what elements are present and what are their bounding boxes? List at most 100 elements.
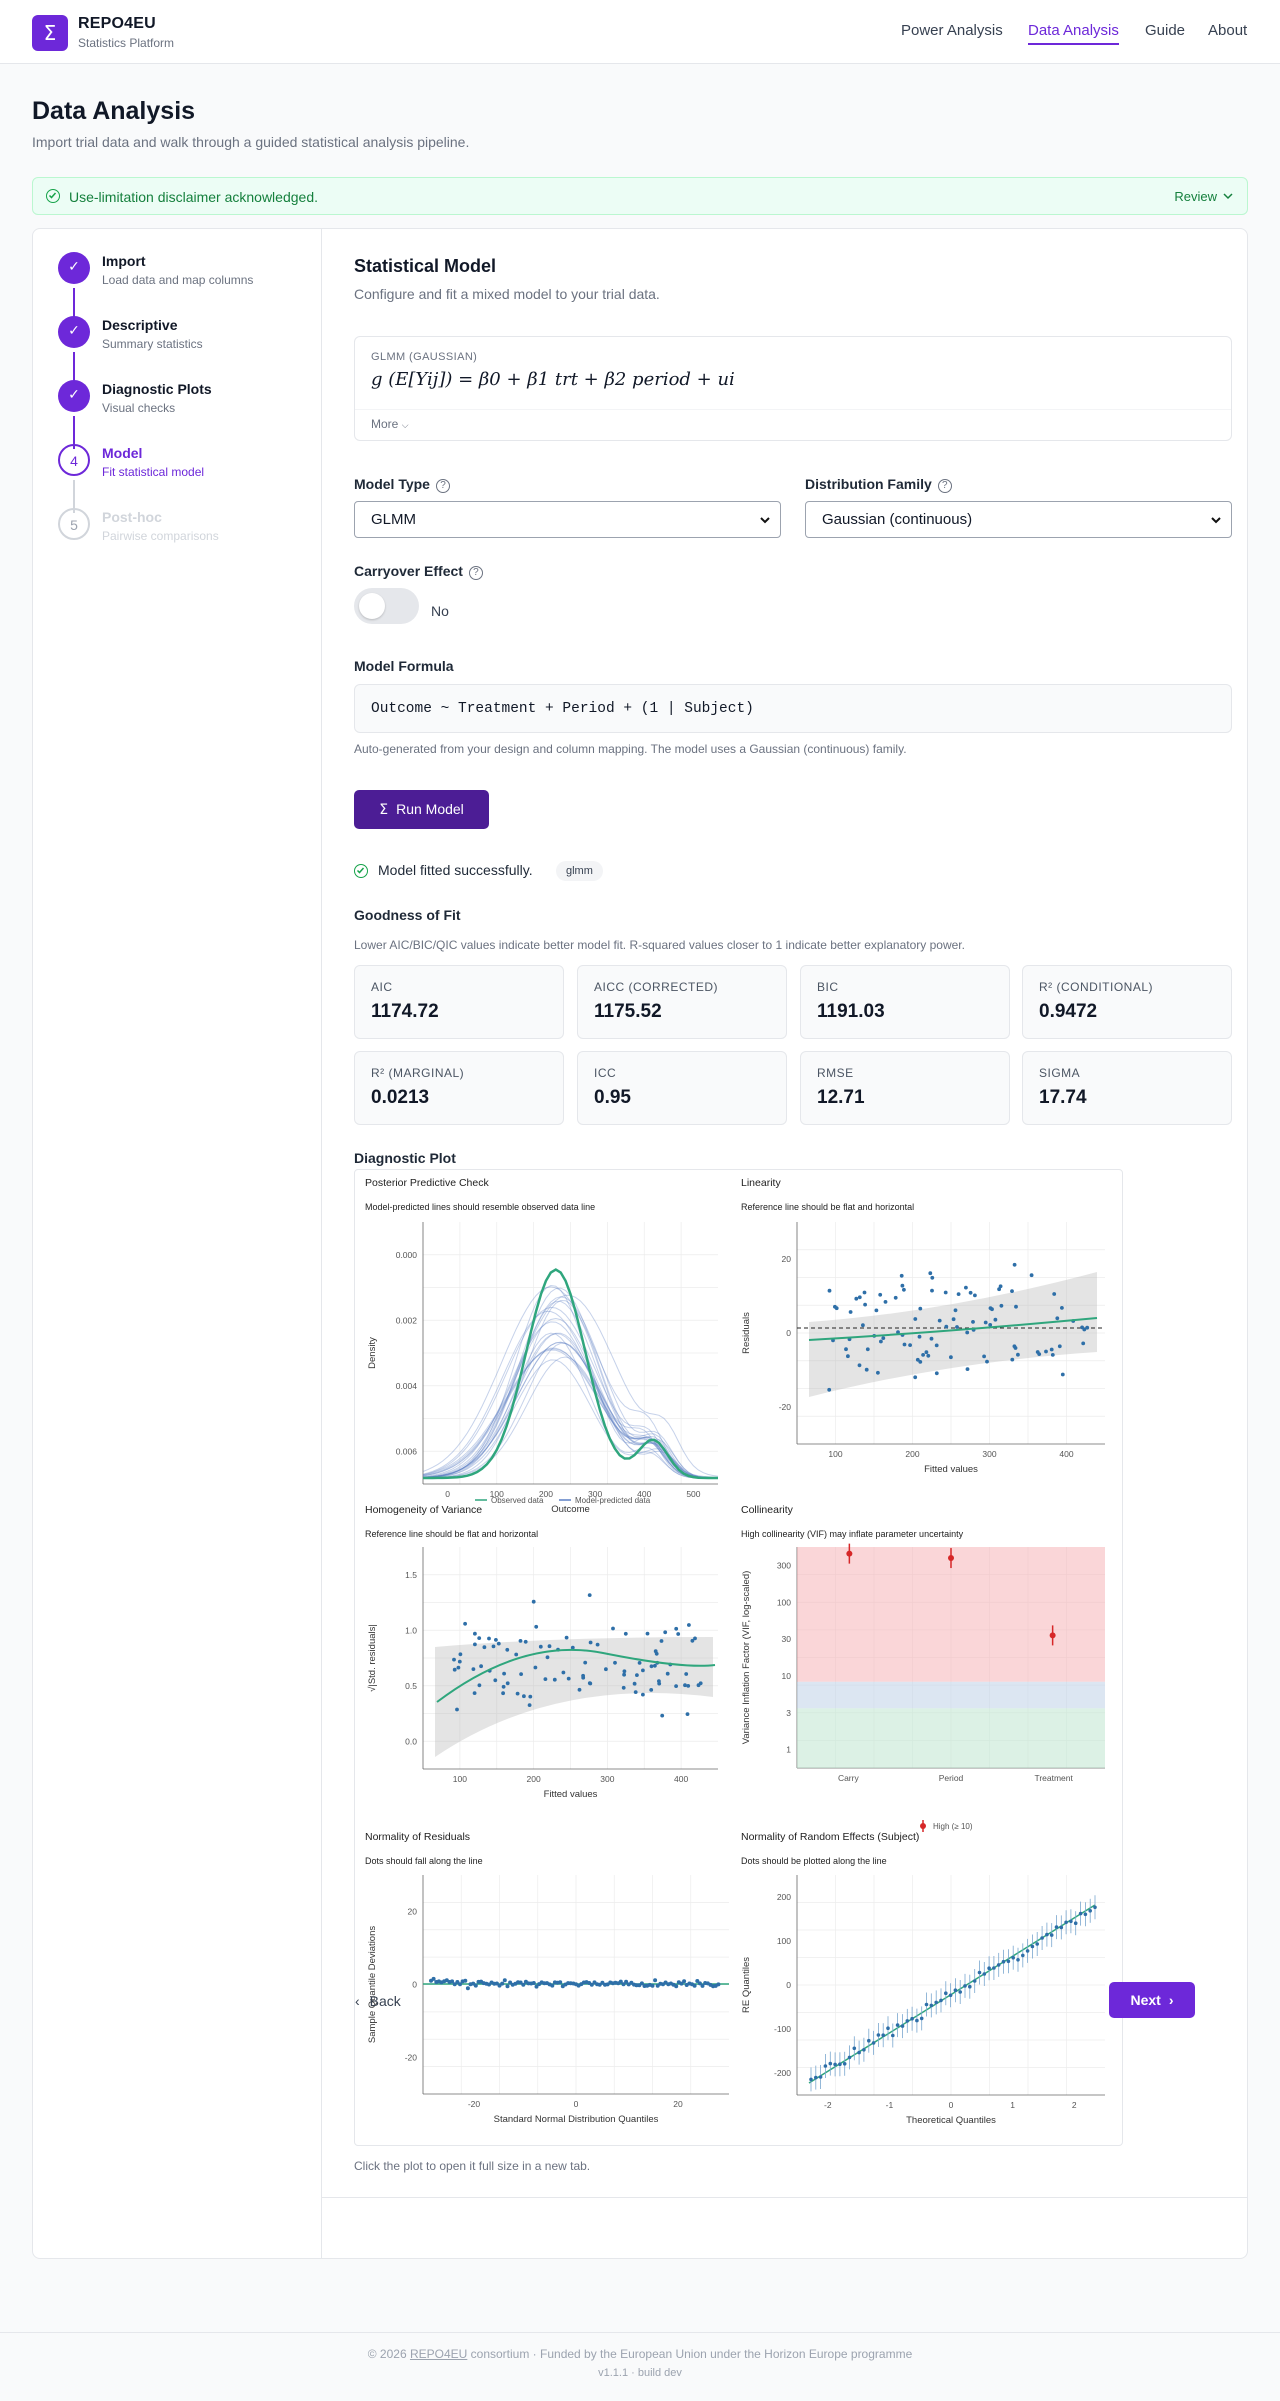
re-point <box>867 2038 871 2043</box>
residual-point <box>505 1681 510 1686</box>
residual-point <box>827 1387 832 1392</box>
density-line <box>422 1359 718 1479</box>
residual-point <box>915 1357 920 1362</box>
more-toggle[interactable]: More ⌵ <box>371 417 409 431</box>
residual-point <box>683 1683 687 1688</box>
moderate-vif-zone <box>797 1681 1105 1709</box>
model-type-select[interactable]: GLMM <box>354 501 781 538</box>
loess-line <box>808 1317 1098 1341</box>
re-point <box>862 2048 866 2052</box>
residual-point <box>953 1308 958 1313</box>
step-model[interactable]: 4 Model Fit statistical model <box>58 444 308 494</box>
carryover-toggle[interactable] <box>354 588 419 624</box>
step-diagnostic-plots[interactable]: ✓ Diagnostic Plots Visual checks <box>58 380 308 430</box>
residual-point <box>611 1626 615 1631</box>
re-point <box>939 1998 943 2003</box>
re-point <box>929 2003 934 2008</box>
step-title: Diagnostic Plots <box>102 381 212 397</box>
nav-power-analysis[interactable]: Power Analysis <box>901 22 1003 39</box>
re-point <box>915 2018 919 2023</box>
x-tick-label: 300 <box>982 1449 996 1459</box>
residual-point <box>518 1639 523 1643</box>
re-point <box>1021 1953 1025 1958</box>
x-axis-label: Standard Normal Distribution Quantiles <box>494 2114 659 2125</box>
x-tick-label: 400 <box>637 1489 651 1499</box>
qq-point <box>674 1984 679 1989</box>
x-tick-label: 100 <box>453 1774 467 1784</box>
re-point <box>924 2002 929 2007</box>
qq-point <box>558 1980 563 1985</box>
residual-point <box>696 1683 701 1688</box>
help-icon[interactable]: ? <box>937 479 952 493</box>
residual-point <box>998 1284 1003 1289</box>
re-point <box>1073 1921 1078 1925</box>
nav-about[interactable]: About <box>1208 22 1248 39</box>
residual-point <box>900 1283 905 1288</box>
residual-point <box>983 1320 988 1325</box>
y-tick-label: -20 <box>405 2053 418 2063</box>
toggle-knob <box>359 593 385 619</box>
residual-point <box>641 1692 645 1697</box>
y-tick-label: 100 <box>777 1936 791 1946</box>
residual-point <box>928 1271 933 1276</box>
residual-point <box>479 1664 483 1669</box>
metric-label: AIC <box>371 980 393 994</box>
panel-subtitle: High collinearity (VIF) may inflate para… <box>741 1529 964 1539</box>
high-vif-zone <box>797 1547 1105 1682</box>
help-icon[interactable]: ? <box>468 566 483 580</box>
family-value: Gaussian (continuous) <box>822 511 973 528</box>
qq-point <box>502 1978 507 1983</box>
step-descriptive[interactable]: ✓ Descriptive Summary statistics <box>58 316 308 366</box>
x-axis-label: Fitted values <box>924 1464 978 1475</box>
density-line <box>422 1284 718 1479</box>
residual-point <box>663 1630 668 1635</box>
residual-point <box>918 1360 923 1364</box>
section-subtitle: Configure and fit a mixed model to your … <box>354 286 660 302</box>
residual-point <box>857 1363 862 1368</box>
residual-point <box>949 1355 953 1360</box>
diagnostic-plot-image[interactable]: Posterior Predictive Check Model-predicte… <box>354 1169 1123 2146</box>
nav-data-analysis[interactable]: Data Analysis <box>1028 22 1119 45</box>
step-connector <box>73 288 75 321</box>
residual-point <box>577 1687 582 1692</box>
residual-point <box>456 1665 461 1670</box>
residual-point <box>604 1667 608 1672</box>
footer-link[interactable]: REPO4EU <box>409 2347 468 2361</box>
help-icon[interactable]: ? <box>435 479 450 493</box>
vif-point <box>948 1555 954 1562</box>
next-button[interactable]: Next › <box>1109 1982 1195 2018</box>
residual-point <box>1010 1289 1014 1293</box>
residual-point <box>1049 1347 1054 1352</box>
formula-code[interactable]: Outcome ~ Treatment + Period + (1 | Subj… <box>354 684 1232 733</box>
nav-guide[interactable]: Guide <box>1145 22 1186 39</box>
qq-point <box>521 1982 526 1987</box>
qq-point <box>621 1982 626 1987</box>
residual-point <box>595 1642 600 1647</box>
re-point <box>1054 1925 1059 1929</box>
metric-aicc: AICC (CORRECTED) 1175.52 <box>577 965 787 1039</box>
family-select[interactable]: Gaussian (continuous) <box>805 501 1232 538</box>
back-button[interactable]: ‹ Back <box>355 1993 401 2009</box>
brand-name[interactable]: REPO4EU <box>78 15 156 32</box>
review-button[interactable]: Review <box>1174 189 1233 204</box>
re-point <box>963 1984 967 1988</box>
y-tick-label: -200 <box>774 2068 791 2078</box>
run-model-button[interactable]: Σ Run Model <box>354 790 489 829</box>
step-import[interactable]: ✓ Import Load data and map columns <box>58 252 308 302</box>
re-point <box>953 1988 958 1992</box>
residual-point <box>632 1681 637 1686</box>
residual-point <box>917 1334 922 1339</box>
logo-sigma-icon[interactable]: Σ <box>32 15 68 51</box>
panel-subtitle: Model-predicted lines should resemble ob… <box>365 1202 595 1212</box>
re-point <box>895 2023 900 2027</box>
residual-point <box>653 1663 657 1668</box>
re-point <box>814 2075 818 2080</box>
residual-point <box>964 1285 968 1290</box>
re-point <box>977 1970 982 1975</box>
residual-point <box>982 1354 986 1359</box>
residual-point <box>645 1631 650 1636</box>
re-point <box>1025 1949 1030 1953</box>
residual-point <box>854 1296 859 1301</box>
x-tick-label: 400 <box>1059 1449 1073 1459</box>
qq-point <box>682 1979 687 1984</box>
